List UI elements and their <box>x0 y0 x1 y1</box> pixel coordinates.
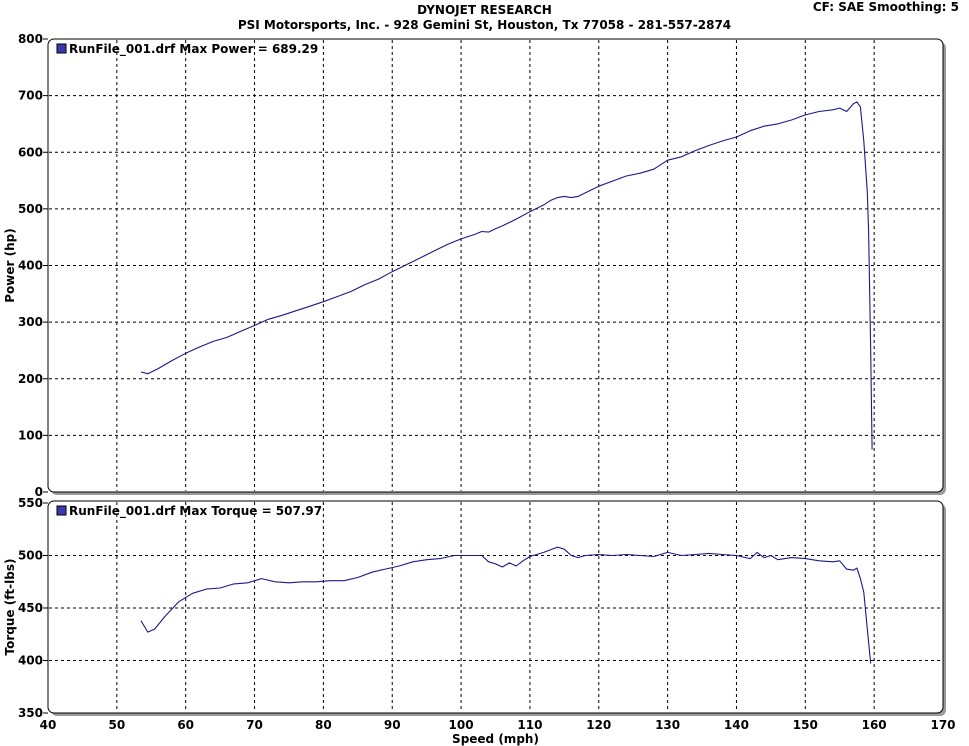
torque-panel-frame <box>47 500 944 714</box>
power-legend-swatch <box>56 43 67 54</box>
power-ytick-label: 200 <box>18 372 43 386</box>
torque-ytick-label: 350 <box>18 706 43 720</box>
torque-ytick-label: 550 <box>18 496 43 510</box>
correction-settings: CF: SAE Smoothing: 5 <box>812 0 959 14</box>
power-ytick-label: 400 <box>18 259 43 273</box>
torque-legend-label: RunFile_001.drf Max Torque = 507.97 <box>69 504 322 519</box>
power-ytick-label: 100 <box>18 428 43 442</box>
torque-xtick-label: 150 <box>793 718 818 732</box>
torque-ytick-label: 450 <box>18 601 43 615</box>
torque-xtick-label: 100 <box>449 718 474 732</box>
power-ytick-label: 600 <box>18 145 43 159</box>
power-ytick-label: 300 <box>18 315 43 329</box>
torque-xtick-label: 110 <box>517 718 542 732</box>
torque-xtick-label: 80 <box>315 718 332 732</box>
torque-xlabel: Speed (mph) <box>452 732 539 746</box>
torque-xtick-label: 70 <box>246 718 263 732</box>
torque-series-line <box>140 546 872 664</box>
torque-xtick-label: 160 <box>862 718 887 732</box>
torque-xtick-label: 40 <box>40 718 57 732</box>
torque-ytick-label: 400 <box>18 654 43 668</box>
power-series-line <box>140 101 873 450</box>
torque-xtick-label: 50 <box>108 718 125 732</box>
power-ytick-label: 700 <box>18 89 43 103</box>
power-ytick-label: 800 <box>18 32 43 46</box>
torque-xtick-label: 120 <box>586 718 611 732</box>
torque-ytick-label: 500 <box>18 549 43 563</box>
torque-legend-swatch <box>56 505 67 516</box>
power-legend-label: RunFile_001.drf Max Power = 689.29 <box>69 42 318 57</box>
torque-xtick-label: 60 <box>177 718 194 732</box>
power-ylabel: Power (hp) <box>3 228 17 302</box>
company-info: PSI Motorsports, Inc. - 928 Gemini St, H… <box>237 18 732 32</box>
torque-xtick-label: 140 <box>724 718 749 732</box>
torque-xtick-label: 130 <box>655 718 680 732</box>
torque-xtick-label: 170 <box>930 718 955 732</box>
power-ytick-label: 0 <box>35 485 43 499</box>
report-title: DYNOJET RESEARCH <box>417 3 552 17</box>
torque-ylabel: Torque (ft-lbs) <box>3 559 17 656</box>
torque-xtick-label: 90 <box>384 718 401 732</box>
power-ytick-label: 500 <box>18 202 43 216</box>
